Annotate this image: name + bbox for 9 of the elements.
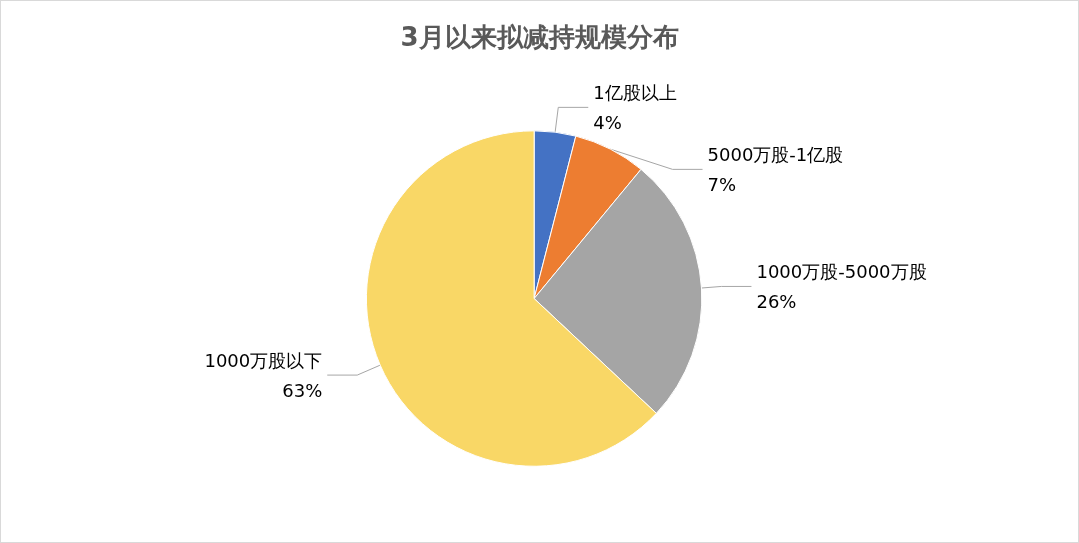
data-label: 26% bbox=[756, 290, 797, 312]
slice-label: 5000万股-1亿股 bbox=[707, 143, 844, 165]
slice-label: 1000万股-5000万股 bbox=[756, 260, 927, 282]
data-label: 4% bbox=[593, 111, 622, 133]
data-label: 63% bbox=[282, 379, 323, 401]
chart-title: 3月以来拟减持规模分布 bbox=[400, 22, 679, 52]
slice-label: 1亿股以上 bbox=[593, 81, 677, 103]
slice-label: 1000万股以下 bbox=[204, 349, 323, 371]
data-label: 7% bbox=[707, 173, 737, 195]
